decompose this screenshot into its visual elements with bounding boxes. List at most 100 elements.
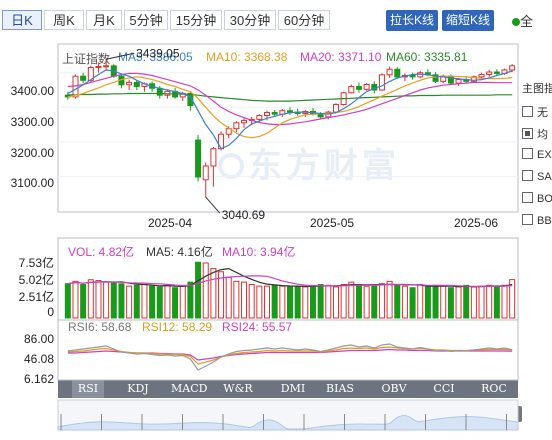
candle-body <box>126 81 133 86</box>
volume-bar <box>141 284 148 319</box>
indicator-option-bbi[interactable]: BB <box>522 214 552 227</box>
volume-bar <box>447 287 454 319</box>
candle-body <box>187 92 194 107</box>
volume-bar <box>210 268 217 319</box>
rsi-tick: 6.162 <box>23 372 54 386</box>
volume-bar <box>309 284 316 319</box>
price-tick: 3100.00 <box>10 176 54 190</box>
vol-legend: VOL: 4.82亿 <box>68 245 135 259</box>
candle-body <box>80 75 87 81</box>
volume-bar <box>355 284 362 319</box>
ma5-line <box>67 69 513 150</box>
candle-body <box>287 110 293 113</box>
shrink-k-button[interactable]: 缩短K线 <box>442 10 494 31</box>
price-tick: 3400.00 <box>10 84 54 98</box>
volume-ma5-line <box>67 267 513 288</box>
candle-body <box>332 104 339 113</box>
option-label: BB <box>537 215 552 227</box>
ma60-legend: MA60: 3335.81 <box>386 50 468 64</box>
candle-body <box>241 119 248 124</box>
volume-bar <box>156 286 163 319</box>
candle-body <box>363 83 370 90</box>
volume-tick: 7.53亿 <box>18 256 54 270</box>
option-label: EX <box>537 149 552 161</box>
checkbox-icon[interactable] <box>522 170 533 181</box>
indicator-tab-obv[interactable]: OBV <box>381 382 407 395</box>
indicator-option-boll[interactable]: BO <box>522 192 552 205</box>
ma20-legend: MA20: 3371.10 <box>300 50 382 64</box>
indicator-tab-rsi[interactable]: RSI <box>72 380 104 398</box>
checkbox-icon[interactable] <box>522 128 533 139</box>
candle-body <box>386 68 393 76</box>
checkbox-icon[interactable] <box>522 192 533 203</box>
low-annotation: 3040.69 <box>222 208 266 222</box>
volume-bar <box>417 284 424 319</box>
volume-bar <box>195 261 202 319</box>
volume-bar <box>95 280 102 319</box>
volume-bar <box>218 271 225 319</box>
volume-bar <box>332 286 339 319</box>
option-label: SA <box>537 171 552 183</box>
volume-bar <box>409 287 416 319</box>
volume-bar <box>133 284 140 319</box>
tab-day-k[interactable]: 日K <box>2 10 42 30</box>
candle-body <box>317 113 324 118</box>
indicator-option-ma[interactable]: 均 <box>522 126 548 142</box>
rsi12-legend: RSI12: 58.29 <box>142 320 213 334</box>
volume-bar <box>256 285 263 319</box>
date-tick: 2025-05 <box>310 216 355 230</box>
candle-body <box>133 81 140 88</box>
candle-body <box>470 76 477 82</box>
indicator-tab-wr[interactable]: W&R <box>223 382 253 395</box>
indicator-tab-dmi[interactable]: DMI <box>280 382 306 395</box>
candle-body <box>103 65 110 68</box>
volume-tick: 2.51亿 <box>18 290 54 304</box>
date-tick: 2025-06 <box>454 216 499 230</box>
indicator-option-none[interactable]: 无 <box>522 104 548 120</box>
volume-bar <box>279 285 286 319</box>
rsi-tick: 46.08 <box>23 352 54 366</box>
checkbox-icon[interactable] <box>522 214 533 225</box>
indicator-tab-kdj[interactable]: KDJ <box>127 382 149 395</box>
tab-15min[interactable]: 15分钟 <box>170 10 222 30</box>
volume-bar <box>264 285 271 319</box>
volume-bar <box>118 283 125 319</box>
indicator-option-sar[interactable]: SA <box>522 170 552 183</box>
candle-body <box>348 86 355 94</box>
tab-30min[interactable]: 30分钟 <box>224 10 276 30</box>
high-annotation-line <box>106 52 135 60</box>
fullscreen-button[interactable]: 全 <box>512 11 533 30</box>
volume-bar <box>363 285 370 319</box>
candle-body <box>233 122 240 130</box>
ma5-legend: MA5: 3386.05 <box>118 50 193 64</box>
rsi6-line <box>67 343 513 371</box>
candle-body <box>378 74 385 91</box>
indicator-tab-bias[interactable]: BIAS <box>326 382 354 395</box>
tab-5min[interactable]: 5分钟 <box>124 10 168 30</box>
checkbox-icon[interactable] <box>522 106 533 117</box>
candle-body <box>202 165 209 181</box>
candle-body <box>493 71 500 74</box>
checkbox-icon[interactable] <box>522 148 533 159</box>
volume-bar <box>72 280 79 319</box>
volume-ma10-line <box>67 275 513 287</box>
tab-week-k[interactable]: 周K <box>44 10 84 30</box>
candle-body <box>355 86 362 90</box>
indicator-tab-macd[interactable]: MACD <box>171 382 208 395</box>
indicator-option-expma[interactable]: EX <box>522 148 552 161</box>
volume-bar <box>509 279 516 319</box>
volume-bar <box>463 284 470 319</box>
tab-month-k[interactable]: 月K <box>86 10 122 30</box>
candle-body <box>455 79 462 84</box>
volume-bar <box>493 285 500 319</box>
volume-bar <box>432 284 439 319</box>
volume-bar <box>110 282 117 319</box>
indicator-tab-cci[interactable]: CCI <box>433 382 455 395</box>
tab-60min[interactable]: 60分钟 <box>278 10 330 30</box>
candle-body <box>486 71 493 75</box>
candle-body <box>409 74 416 78</box>
stretch-k-button[interactable]: 拉长K线 <box>386 10 438 31</box>
indicator-tab-roc[interactable]: ROC <box>481 382 507 395</box>
rsi-panel-frame <box>57 319 519 381</box>
volume-bar <box>225 276 232 319</box>
